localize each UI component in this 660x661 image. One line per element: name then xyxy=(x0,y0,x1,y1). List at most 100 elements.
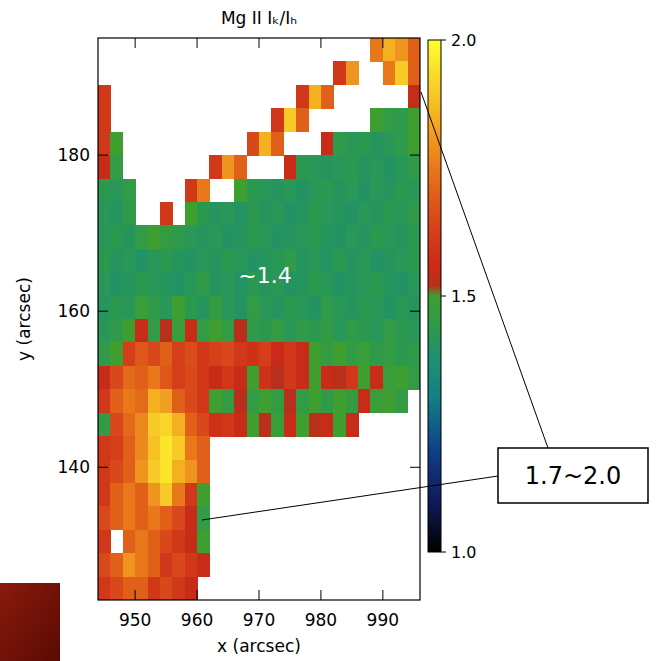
heat-cell xyxy=(370,249,383,273)
annotation-box xyxy=(498,448,648,503)
heat-cell xyxy=(160,530,173,554)
heat-cell xyxy=(98,460,111,484)
heat-cell xyxy=(110,436,123,460)
heat-cell xyxy=(148,413,161,437)
heat-cell xyxy=(247,342,260,366)
heat-cell xyxy=(98,342,111,366)
heat-cell xyxy=(383,342,396,366)
heat-cell xyxy=(247,132,260,156)
heat-cell xyxy=(197,460,210,484)
heat-cell xyxy=(358,202,371,226)
heat-cell xyxy=(172,436,185,460)
heat-cell xyxy=(321,342,334,366)
heat-cell xyxy=(197,342,210,366)
heat-cell xyxy=(383,389,396,413)
heat-cell xyxy=(370,296,383,320)
heat-cell xyxy=(284,296,297,320)
x-tick xyxy=(259,590,260,600)
heat-cell xyxy=(185,460,198,484)
heat-cell xyxy=(333,179,346,203)
heat-cell xyxy=(148,296,161,320)
heat-cell xyxy=(172,319,185,343)
heat-cell xyxy=(296,179,309,203)
y-tick xyxy=(98,311,108,312)
heat-cell xyxy=(247,225,260,249)
heat-cell xyxy=(296,202,309,226)
heat-cell xyxy=(172,413,185,437)
heat-cell xyxy=(321,249,334,273)
heat-cell xyxy=(197,296,210,320)
heat-cell xyxy=(123,483,136,507)
heat-cell xyxy=(222,389,235,413)
heat-cell xyxy=(321,389,334,413)
heat-cell xyxy=(370,179,383,203)
heat-cell xyxy=(234,179,247,203)
heat-cell xyxy=(98,202,111,226)
heat-cell xyxy=(135,413,148,437)
heat-cell xyxy=(197,483,210,507)
heat-cell xyxy=(321,225,334,249)
heat-cell xyxy=(209,272,222,296)
heat-cell xyxy=(135,342,148,366)
heat-cell xyxy=(123,553,136,577)
heat-cell xyxy=(98,553,111,577)
heat-cell xyxy=(110,225,123,249)
heat-cell xyxy=(346,225,359,249)
heat-cell xyxy=(98,530,111,554)
heat-cell xyxy=(346,319,359,343)
heat-cell xyxy=(370,342,383,366)
heat-cell xyxy=(247,179,260,203)
chart: 950960970980990140160180Mg II Iₖ/Iₕx (ar… xyxy=(0,0,660,661)
heat-cell xyxy=(247,296,260,320)
heat-cell xyxy=(135,225,148,249)
heat-cell xyxy=(185,296,198,320)
y-tick xyxy=(98,467,108,468)
heat-cell xyxy=(209,413,222,437)
heat-cell xyxy=(172,342,185,366)
heat-cell xyxy=(197,225,210,249)
heat-cell xyxy=(383,366,396,390)
heat-cell xyxy=(209,366,222,390)
heat-cell xyxy=(333,389,346,413)
heat-cell xyxy=(234,366,247,390)
heat-cell xyxy=(309,296,322,320)
heat-cell xyxy=(284,389,297,413)
heat-cell xyxy=(333,296,346,320)
heat-cell xyxy=(370,108,383,132)
heat-cell xyxy=(321,413,334,437)
heat-cell xyxy=(160,577,173,600)
heat-cell xyxy=(197,202,210,226)
heat-cell xyxy=(123,272,136,296)
heat-cell xyxy=(346,272,359,296)
heat-cell xyxy=(296,249,309,273)
heat-cell xyxy=(271,108,284,132)
heat-cell xyxy=(197,436,210,460)
y-tick xyxy=(98,155,108,156)
heat-cell xyxy=(247,319,260,343)
heat-cell xyxy=(110,553,123,577)
leader-line xyxy=(421,92,548,448)
heat-cell xyxy=(209,155,222,179)
heat-cell xyxy=(172,389,185,413)
y-tick-label: 160 xyxy=(58,301,90,321)
heat-cell xyxy=(123,366,136,390)
heat-cell xyxy=(383,225,396,249)
heat-cell xyxy=(185,249,198,273)
heat-cell xyxy=(98,85,111,109)
heat-cell xyxy=(135,460,148,484)
heat-cell xyxy=(309,413,322,437)
heat-cell xyxy=(222,272,235,296)
heat-cell xyxy=(259,342,272,366)
heat-cell xyxy=(395,366,408,390)
heat-cell xyxy=(408,61,420,85)
heat-cell xyxy=(209,225,222,249)
heat-cell xyxy=(148,249,161,273)
x-tick-label: 990 xyxy=(367,610,399,630)
heat-cell xyxy=(383,108,396,132)
heat-cell xyxy=(172,366,185,390)
heat-cell xyxy=(123,342,136,366)
heat-cell xyxy=(370,366,383,390)
heat-cell xyxy=(247,366,260,390)
heat-cell xyxy=(333,61,346,85)
heat-cell xyxy=(408,272,420,296)
